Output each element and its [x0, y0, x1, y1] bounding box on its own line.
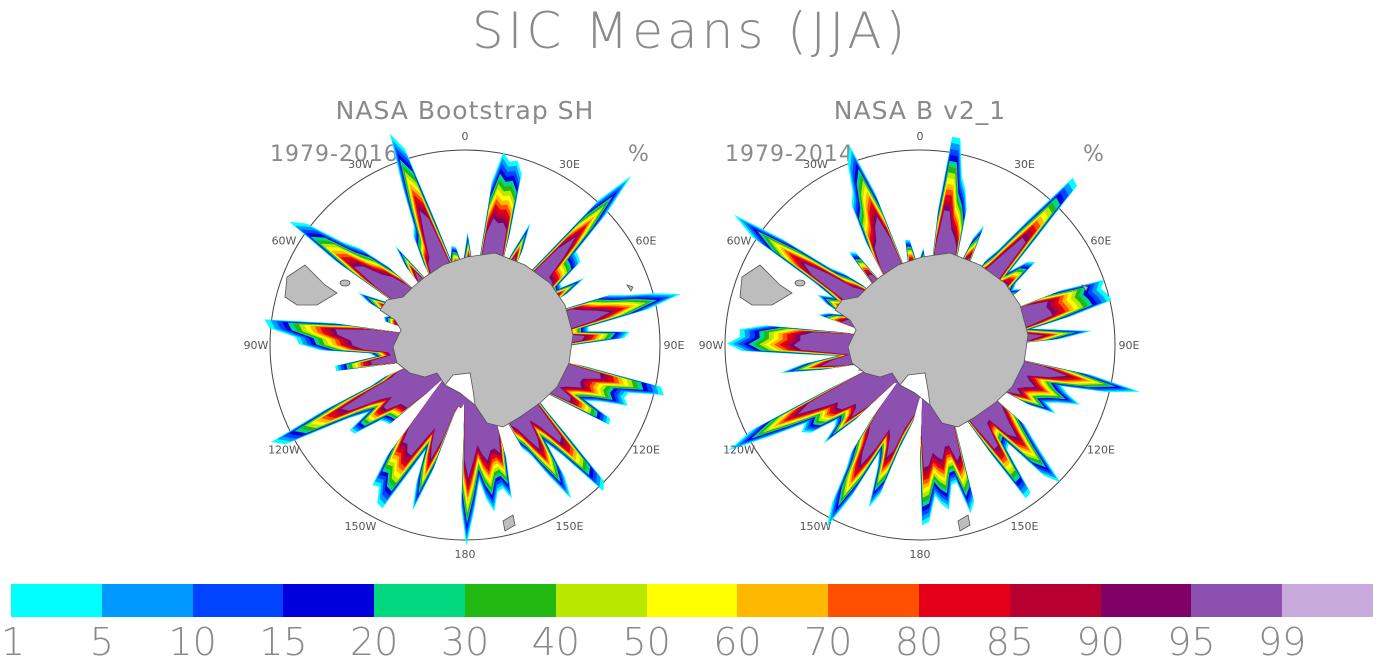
panel-title: NASA B v2_1 — [833, 96, 1007, 125]
chart-title: SIC Means (JJA) — [471, 2, 910, 60]
longitude-label: 60W — [727, 235, 752, 248]
colorbar-swatch — [374, 584, 465, 617]
polar-map: 0 30E 60E 90E 120E 150E 180 150W 120W 90W 60W 30W — [244, 130, 685, 560]
colorbar-tick-label: 5 — [89, 620, 114, 664]
ice-shelf — [899, 372, 931, 406]
longitude-label: 90E — [664, 339, 685, 352]
colorbar-tick-label: 70 — [804, 620, 853, 664]
longitude-label: 150W — [345, 520, 377, 533]
south-america-landmass — [284, 264, 338, 306]
panel-years: 1979-2016 — [270, 142, 399, 167]
south-america-landmass — [739, 264, 793, 306]
polar-map: 0 30E 60E 90E 120E 150E 180 150W 120W 90W 60W 30W — [699, 130, 1140, 560]
colorbar-tick-label: 50 — [622, 620, 671, 664]
map-panel-bootstrap: NASA Bootstrap SH 1979-2016 % 0 30E 60E 90E… — [235, 90, 695, 560]
colorbar-tick-label: 95 — [1167, 620, 1216, 664]
longitude-label: 180 — [910, 548, 931, 560]
colorbar-tick-label: 30 — [440, 620, 490, 664]
colorbar-swatch — [1282, 584, 1373, 617]
longitude-label: 60W — [272, 235, 297, 248]
colorbar-tick-label: 10 — [168, 620, 217, 664]
colorbar-swatch — [646, 584, 738, 617]
longitude-label: 90E — [1119, 339, 1140, 352]
panel-unit: % — [628, 142, 649, 167]
colorbar-tick-label: 20 — [350, 620, 399, 664]
colorbar-swatch — [283, 584, 375, 617]
falkland-islands — [794, 279, 806, 287]
longitude-label: 120W — [268, 444, 300, 457]
colorbar-swatch — [101, 584, 193, 617]
colorbar-swatch — [464, 584, 556, 617]
falkland-islands — [339, 279, 351, 287]
colorbar-swatch — [555, 584, 647, 617]
colorbar-tick-label: 85 — [985, 620, 1034, 664]
longitude-label: 150E — [556, 520, 584, 533]
panel-unit: % — [1083, 142, 1104, 167]
longitude-label: 30E — [559, 158, 580, 171]
longitude-label: 150W — [800, 520, 832, 533]
kerguelen-island — [626, 284, 634, 292]
colorbar-swatch — [737, 584, 829, 617]
colorbar-swatch — [1100, 584, 1192, 617]
map-panel-b-v2-1: NASA B v2_1 1979-2014 % 0 30E 60E 90E 120E 15… — [690, 90, 1150, 560]
colorbar — [11, 584, 1373, 617]
colorbar-labels: 1 5 10 15 20 30 40 50 60 70 80 85 90 95 99 — [0, 620, 1381, 664]
colorbar-tick-label: 99 — [1258, 620, 1307, 664]
colorbar-tick-label: 60 — [713, 620, 762, 664]
colorbar-tick-label: 40 — [531, 620, 580, 664]
colorbar-tick-label: 80 — [894, 620, 944, 664]
longitude-label: 60E — [636, 235, 657, 248]
longitude-label: 120E — [632, 444, 660, 457]
panel-title: NASA Bootstrap SH — [335, 96, 595, 125]
longitude-label: 120E — [1087, 444, 1115, 457]
kerguelen-island — [1081, 284, 1089, 292]
longitude-label: 0 — [462, 130, 469, 143]
longitude-label: 30W — [803, 158, 828, 171]
longitude-label: 30E — [1014, 158, 1035, 171]
longitude-label: 90W — [244, 339, 269, 352]
new-zealand-island — [502, 514, 516, 532]
longitude-label: 120W — [723, 444, 755, 457]
new-zealand-island — [957, 514, 971, 532]
longitude-label: 150E — [1011, 520, 1039, 533]
longitude-label: 30W — [348, 158, 373, 171]
colorbar-swatch — [11, 584, 102, 617]
colorbar-tick-label: 15 — [259, 620, 308, 664]
ice-shelf — [444, 372, 476, 406]
colorbar-tick-label: 1 — [0, 620, 26, 664]
longitude-label: 180 — [455, 548, 476, 560]
colorbar-swatch — [828, 584, 919, 617]
colorbar-swatch — [1191, 584, 1283, 617]
colorbar-swatch — [1009, 584, 1101, 617]
longitude-label: 90W — [699, 339, 724, 352]
colorbar-swatch — [918, 584, 1010, 617]
panel-years: 1979-2014 — [725, 142, 854, 167]
longitude-label: 60E — [1091, 235, 1112, 248]
colorbar-swatch — [192, 584, 284, 617]
longitude-label: 0 — [917, 130, 924, 143]
colorbar-tick-label: 90 — [1076, 620, 1125, 664]
